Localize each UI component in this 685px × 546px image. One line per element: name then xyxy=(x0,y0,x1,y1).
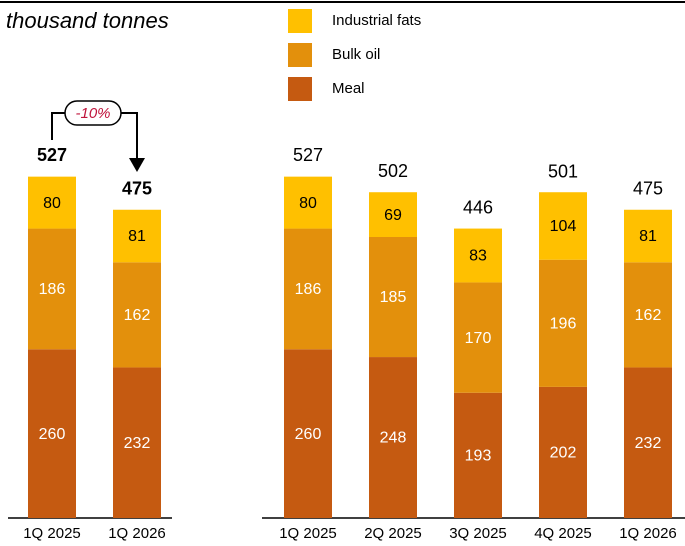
segment-label: 69 xyxy=(384,207,402,224)
bar-segment xyxy=(113,367,161,518)
segment-label: 232 xyxy=(124,435,151,452)
bar-segment xyxy=(539,386,587,518)
bar-segment xyxy=(28,349,76,518)
bar-segment xyxy=(624,262,672,368)
segment-label: 162 xyxy=(635,307,662,324)
legend-label: Meal xyxy=(332,80,365,97)
x-tick-label: 3Q 2025 xyxy=(449,525,507,542)
bar-segment xyxy=(539,192,587,260)
segment-label: 232 xyxy=(635,435,662,452)
x-tick-label: 1Q 2025 xyxy=(23,525,81,542)
bar-segment xyxy=(113,209,161,263)
bar-segment xyxy=(28,228,76,350)
x-tick-label: 4Q 2025 xyxy=(534,525,592,542)
segment-label: 162 xyxy=(124,307,151,324)
bar-segment xyxy=(454,282,502,393)
bar-segment xyxy=(454,228,502,283)
total-label: 527 xyxy=(37,145,67,165)
legend-swatch xyxy=(288,77,312,101)
bar-segment xyxy=(369,237,417,358)
total-label: 475 xyxy=(633,178,663,198)
bar-segment xyxy=(284,349,332,518)
arrow-head xyxy=(129,158,145,172)
bar-segment xyxy=(113,262,161,368)
segment-label: 80 xyxy=(299,195,317,212)
segment-label: 80 xyxy=(43,195,61,212)
x-tick-label: 1Q 2026 xyxy=(108,525,166,542)
segment-label: 81 xyxy=(639,228,657,245)
total-label: 527 xyxy=(293,145,323,165)
segment-label: 202 xyxy=(550,445,577,462)
bar-segment xyxy=(284,176,332,229)
x-tick-label: 1Q 2025 xyxy=(279,525,337,542)
segment-label: 196 xyxy=(550,316,577,333)
x-tick-label: 1Q 2026 xyxy=(619,525,677,542)
legend-label: Industrial fats xyxy=(332,12,421,29)
x-tick-label: 2Q 2025 xyxy=(364,525,422,542)
bar-segment xyxy=(284,228,332,350)
segment-label: 193 xyxy=(465,448,492,465)
legend-swatch xyxy=(288,9,312,33)
bar-segment xyxy=(454,392,502,518)
segment-label: 185 xyxy=(380,289,407,306)
bar-segment xyxy=(28,176,76,229)
comparison-bracket xyxy=(51,112,138,160)
legend-swatch xyxy=(288,43,312,67)
total-label: 502 xyxy=(378,161,408,181)
segment-label: 186 xyxy=(39,281,66,298)
chart-subtitle: thousand tonnes xyxy=(6,8,169,33)
total-label: 446 xyxy=(463,197,493,217)
segment-label: 170 xyxy=(465,330,492,347)
segment-label: 81 xyxy=(128,228,146,245)
total-label: 475 xyxy=(122,178,152,198)
annotation-pill xyxy=(64,100,122,126)
segment-label: 248 xyxy=(380,430,407,447)
total-label: 501 xyxy=(548,162,578,182)
legend-label: Bulk oil xyxy=(332,46,380,63)
bar-segment xyxy=(369,192,417,238)
segment-label: 260 xyxy=(295,426,322,443)
bar-segment xyxy=(624,367,672,518)
bar-segment xyxy=(624,209,672,263)
segment-label: 104 xyxy=(550,218,577,235)
segment-label: 186 xyxy=(295,281,322,298)
bar-segment xyxy=(369,357,417,518)
segment-label: 260 xyxy=(39,426,66,443)
annotation: -10% xyxy=(75,105,110,122)
bar-segment xyxy=(539,259,587,387)
segment-label: 83 xyxy=(469,248,487,265)
